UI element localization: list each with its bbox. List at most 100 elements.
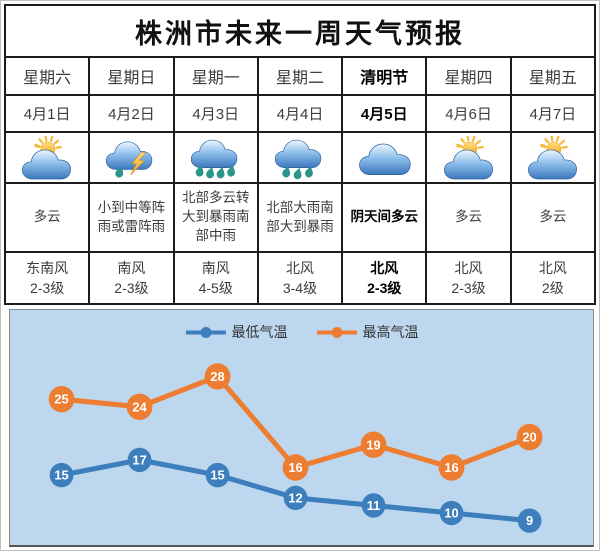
low-temp-value-label: 11	[367, 498, 381, 513]
weather-icon-cell	[174, 133, 259, 184]
low-temp-value-label: 12	[288, 490, 302, 505]
high-temp-value-label: 28	[210, 369, 224, 384]
wind-direction: 北风	[370, 259, 399, 276]
high-temp-data-point	[204, 363, 231, 390]
low-temp-data-point	[361, 493, 386, 518]
wind-direction: 南风	[201, 259, 230, 276]
heavy-rain-icon	[190, 139, 237, 178]
wind-cell: 北风 3-4级	[258, 253, 344, 305]
wind-cell: 北风 2-3级	[427, 253, 512, 305]
day-header: 星期二	[258, 58, 344, 96]
high-temp-legend-marker-icon	[316, 326, 357, 338]
wind-level: 4-5级	[198, 280, 233, 296]
high-temp-data-point	[516, 423, 543, 451]
sun-cloud-icon	[19, 135, 75, 180]
forecast-column-fri: 星期五 4月7日 多云 北风 2级	[511, 58, 596, 305]
high-temp-value-label: 20	[522, 430, 536, 445]
low-temp-data-point	[205, 462, 230, 488]
wind-level: 2-3级	[114, 280, 149, 296]
wind-cell: 南风 4-5级	[174, 253, 259, 305]
weather-icon-cell	[427, 133, 512, 184]
forecast-column-qingming: 清明节 4月5日 阴天间多云 北风 2-3级	[343, 58, 428, 305]
chart-plot-area: 15 17 15 12 11 10 9 25 24 28 16 19 16 20	[10, 350, 593, 545]
chart-legend: 最低气温 最高气温	[10, 310, 593, 350]
temperature-chart: 最低气温 最高气温 15 17 15 12 11 10 9 25 24 28 16 19 16 20	[9, 309, 594, 547]
date-cell: 4月2日	[90, 96, 175, 133]
forecast-column-sat: 星期六 4月1日 多云 东南风 2-3级	[6, 58, 91, 305]
date-cell: 4月1日	[6, 96, 91, 133]
high-temp-value-label: 19	[366, 437, 380, 452]
high-temp-value-label: 24	[132, 399, 147, 414]
wind-level: 3-4级	[282, 280, 318, 296]
heavy-rain-icon	[188, 136, 244, 180]
wind-cell: 北风 2级	[511, 253, 596, 305]
low-temp-value-label: 17	[132, 452, 146, 467]
forecast-column-sun: 星期日 4月2日 小到中等阵雨或雷阵雨 南风 2-3级	[90, 58, 175, 305]
weather-desc: 北部多云转大到暴雨南部中雨	[174, 184, 259, 253]
wind-direction: 北风	[454, 259, 483, 276]
weather-desc: 阴天间多云	[343, 184, 428, 253]
legend-item-low-temp: 最低气温	[185, 322, 288, 342]
date-cell: 4月6日	[427, 96, 512, 133]
wind-direction: 北风	[538, 259, 567, 276]
wind-level: 2-3级	[30, 280, 65, 296]
day-header: 星期日	[90, 58, 175, 96]
low-temp-data-point	[127, 447, 152, 473]
low-temp-legend-marker-icon	[185, 326, 226, 338]
wind-direction: 南风	[117, 259, 146, 276]
low-temp-data-point	[439, 500, 464, 526]
wind-level: 2-3级	[451, 280, 486, 296]
high-temp-value-label: 16	[288, 460, 302, 475]
wind-cell: 东南风 2-3级	[6, 253, 91, 305]
sun-cloud-icon	[22, 135, 72, 179]
weather-desc: 多云	[6, 184, 91, 253]
legend-item-high-temp: 最高气温	[316, 322, 419, 342]
sun-cloud-icon	[443, 135, 493, 179]
wind-level: 2-3级	[367, 280, 402, 296]
wind-direction: 东南风	[26, 259, 69, 276]
high-temp-value-label: 16	[444, 460, 458, 475]
high-temp-data-point	[438, 454, 465, 481]
high-temp-data-point	[282, 454, 309, 481]
legend-label: 最低气温	[231, 324, 288, 340]
day-header: 星期五	[511, 58, 596, 96]
sun-cloud-icon	[441, 135, 497, 180]
cloud-icon	[359, 143, 411, 175]
wind-cell: 北风 2-3级	[343, 253, 428, 305]
rain-icon	[272, 136, 328, 180]
thunder-rain-icon	[103, 136, 159, 180]
low-temp-data-point	[517, 508, 542, 533]
low-temp-value-label: 15	[54, 468, 68, 483]
wind-cell: 南风 2-3级	[90, 253, 175, 305]
date-cell: 4月3日	[174, 96, 259, 133]
day-header: 星期六	[6, 58, 91, 96]
date-cell: 4月7日	[511, 96, 596, 133]
weather-icon-cell	[258, 133, 344, 184]
high-temp-value-label: 25	[54, 392, 68, 407]
day-header: 清明节	[343, 58, 428, 96]
day-header: 星期四	[427, 58, 512, 96]
weather-icon-cell	[511, 133, 596, 184]
weather-desc: 北部大雨南部大到暴雨	[258, 184, 344, 253]
high-temp-data-point	[360, 431, 387, 458]
legend-label: 最高气温	[362, 324, 419, 340]
sun-cloud-icon	[527, 135, 577, 179]
forecast-column-tue: 星期二 4月4日 北部大雨南部大到暴雨 北风 3-4级	[258, 58, 344, 305]
wind-direction: 北风	[285, 259, 314, 276]
high-temp-data-point	[126, 393, 153, 420]
weather-icon-cell	[90, 133, 175, 184]
weather-desc: 多云	[511, 184, 596, 253]
weather-icon-cell	[6, 133, 91, 184]
low-temp-data-point	[283, 485, 308, 511]
wind-level: 2级	[541, 280, 564, 296]
date-cell: 4月4日	[258, 96, 344, 133]
low-temp-data-point	[49, 462, 74, 488]
page-title: 株洲市未来一周天气预报	[4, 4, 596, 56]
day-header: 星期一	[174, 58, 259, 96]
forecast-column-thu: 星期四 4月6日 多云 北风 2-3级	[427, 58, 512, 305]
sun-cloud-icon	[525, 135, 581, 180]
low-temp-value-label: 10	[444, 505, 458, 520]
cloud-icon	[356, 136, 412, 180]
date-cell: 4月5日	[343, 96, 428, 133]
